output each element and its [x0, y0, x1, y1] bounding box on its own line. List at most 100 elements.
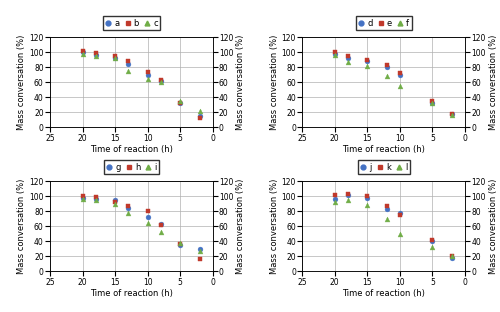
- Point: [124, 69, 132, 74]
- Point: [124, 205, 132, 210]
- Point: [344, 55, 352, 60]
- Point: [196, 109, 203, 114]
- Point: [111, 200, 119, 205]
- Point: [448, 111, 456, 116]
- Point: [448, 112, 456, 117]
- Point: [364, 194, 372, 199]
- Point: [176, 241, 184, 246]
- Point: [111, 198, 119, 203]
- Point: [396, 210, 404, 215]
- Point: [176, 99, 184, 104]
- Point: [331, 51, 339, 56]
- Point: [448, 111, 456, 116]
- Point: [156, 80, 164, 85]
- Point: [196, 114, 203, 119]
- Point: [383, 65, 391, 70]
- Point: [176, 100, 184, 105]
- Point: [396, 232, 404, 236]
- Point: [124, 61, 132, 66]
- Y-axis label: Mass conversation (%): Mass conversation (%): [18, 35, 26, 130]
- Point: [428, 245, 436, 250]
- Point: [176, 241, 184, 246]
- Point: [196, 249, 203, 254]
- Point: [78, 50, 86, 55]
- Point: [364, 203, 372, 208]
- Point: [78, 196, 86, 201]
- Point: [331, 193, 339, 197]
- Point: [144, 72, 152, 77]
- Point: [156, 222, 164, 227]
- Point: [364, 195, 372, 200]
- Point: [156, 222, 164, 227]
- Point: [92, 198, 100, 203]
- Point: [428, 99, 436, 104]
- Point: [144, 77, 152, 82]
- Point: [428, 237, 436, 242]
- Point: [428, 101, 436, 106]
- Point: [331, 199, 339, 204]
- X-axis label: Time of reaction (h): Time of reaction (h): [90, 145, 173, 154]
- Point: [196, 256, 203, 261]
- Point: [92, 51, 100, 56]
- Point: [331, 52, 339, 57]
- Point: [344, 192, 352, 197]
- Point: [448, 254, 456, 259]
- X-axis label: Time of reaction (h): Time of reaction (h): [342, 290, 425, 299]
- Point: [124, 59, 132, 64]
- Point: [78, 48, 86, 53]
- Point: [396, 71, 404, 76]
- Point: [383, 63, 391, 68]
- Point: [396, 84, 404, 89]
- Legend: a, b, c: a, b, c: [102, 17, 160, 30]
- Point: [156, 78, 164, 83]
- Legend: j, k, l: j, k, l: [358, 160, 410, 174]
- Point: [428, 100, 436, 105]
- Point: [78, 51, 86, 56]
- Point: [111, 202, 119, 207]
- Point: [92, 52, 100, 57]
- Point: [124, 204, 132, 209]
- Legend: d, e, f: d, e, f: [356, 17, 412, 30]
- Point: [92, 196, 100, 201]
- Point: [78, 195, 86, 200]
- Point: [92, 54, 100, 59]
- Y-axis label: Mass conversation (%): Mass conversation (%): [18, 179, 26, 274]
- Point: [156, 78, 164, 83]
- Point: [196, 115, 203, 120]
- Y-axis label: Mass conversation (%): Mass conversation (%): [270, 35, 278, 130]
- Point: [396, 213, 404, 218]
- Point: [144, 214, 152, 219]
- Point: [428, 239, 436, 244]
- Point: [383, 74, 391, 79]
- Point: [331, 197, 339, 202]
- Point: [448, 254, 456, 259]
- Point: [383, 217, 391, 222]
- Point: [396, 72, 404, 77]
- X-axis label: Time of reaction (h): Time of reaction (h): [90, 290, 173, 299]
- Point: [144, 220, 152, 225]
- Point: [176, 101, 184, 106]
- Point: [196, 246, 203, 251]
- Point: [111, 56, 119, 61]
- Point: [448, 256, 456, 261]
- Point: [383, 207, 391, 212]
- Point: [144, 209, 152, 214]
- Point: [78, 194, 86, 199]
- Point: [364, 59, 372, 64]
- Point: [331, 50, 339, 55]
- Point: [111, 54, 119, 59]
- Point: [111, 56, 119, 61]
- Y-axis label: Mass conversation (%): Mass conversation (%): [488, 179, 498, 274]
- Point: [176, 243, 184, 248]
- Y-axis label: Mass conversation (%): Mass conversation (%): [488, 35, 498, 130]
- Y-axis label: Mass conversation (%): Mass conversation (%): [236, 35, 246, 130]
- Point: [144, 70, 152, 75]
- Point: [344, 193, 352, 197]
- Point: [344, 54, 352, 59]
- Point: [92, 195, 100, 200]
- Point: [156, 229, 164, 234]
- Y-axis label: Mass conversation (%): Mass conversation (%): [270, 179, 278, 274]
- Point: [364, 57, 372, 62]
- Y-axis label: Mass conversation (%): Mass conversation (%): [236, 179, 246, 274]
- Point: [364, 63, 372, 68]
